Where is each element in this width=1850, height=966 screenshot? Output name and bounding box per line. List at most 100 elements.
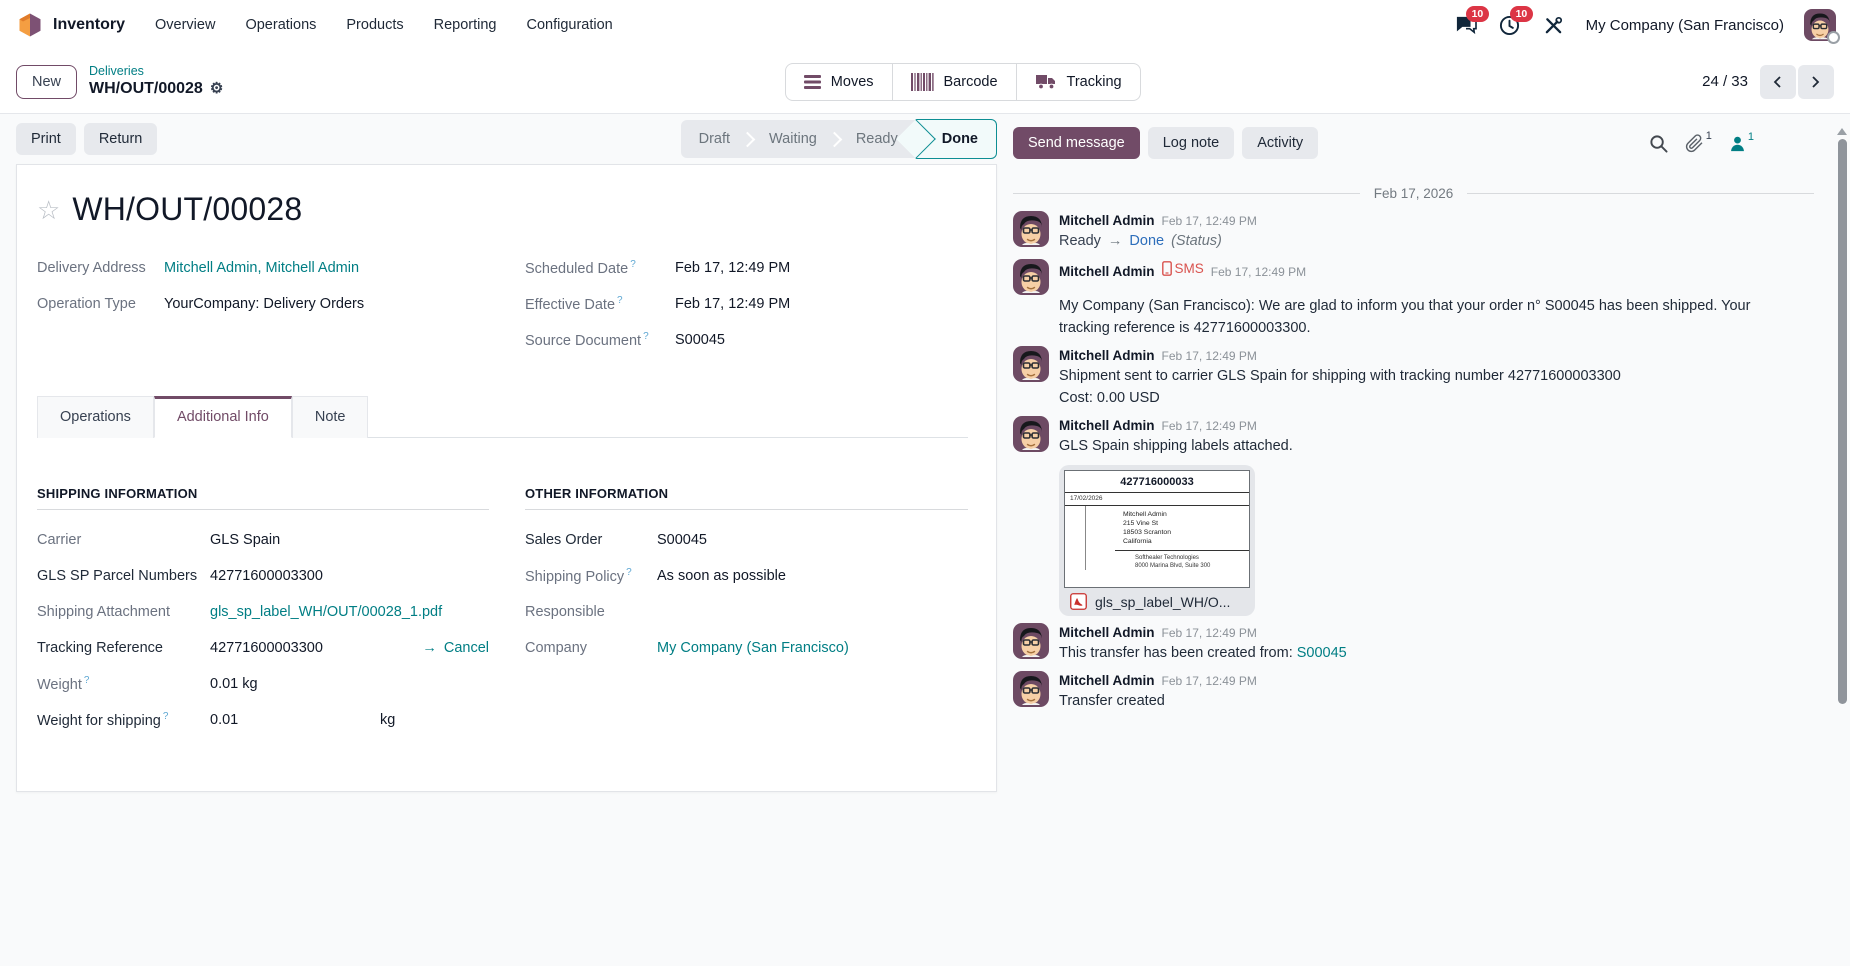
paperclip-icon [1685, 133, 1704, 153]
send-message-button[interactable]: Send message [1013, 127, 1140, 159]
effective-date-value[interactable]: Feb 17, 12:49 PM [675, 296, 791, 312]
carrier-label: Carrier [37, 532, 82, 548]
other-information-group: OTHER INFORMATION Sales Order S00045 Shi… [525, 486, 968, 738]
search-icon [1649, 134, 1668, 153]
gear-icon[interactable] [210, 80, 223, 99]
print-button[interactable]: Print [16, 123, 76, 155]
tab-operations[interactable]: Operations [37, 396, 154, 438]
message-author[interactable]: Mitchell Admin [1059, 625, 1155, 640]
app-name: Inventory [53, 16, 126, 33]
followers-button[interactable]: 1 [1729, 131, 1754, 152]
menu-operations[interactable]: Operations [245, 17, 317, 33]
company-menu[interactable]: My Company (San Francisco) [1585, 16, 1784, 34]
inventory-app-icon [16, 11, 44, 39]
label-number: 427716000033 [1065, 471, 1249, 493]
pager-next-button[interactable] [1797, 64, 1834, 99]
weight-for-shipping-unit: kg [380, 712, 396, 728]
status-done-label: Done [941, 131, 978, 147]
attachments-button[interactable]: 1 [1685, 130, 1712, 153]
help-marker: ? [630, 259, 636, 271]
app-switcher[interactable]: Inventory [16, 11, 125, 39]
breadcrumb-deliveries[interactable]: Deliveries [89, 63, 144, 78]
status-waiting[interactable]: Waiting [769, 131, 817, 147]
tab-additional-info[interactable]: Additional Info [153, 396, 292, 438]
other-information-heading: OTHER INFORMATION [525, 486, 968, 510]
breadcrumb-current: WH/OUT/00028 [89, 80, 203, 98]
log-note-button[interactable]: Log note [1147, 127, 1235, 159]
menu-configuration[interactable]: Configuration [526, 17, 613, 33]
effective-date-label: Effective Date? [525, 295, 623, 313]
message-author[interactable]: Mitchell Admin [1059, 673, 1155, 688]
sales-order-label: Sales Order [525, 532, 603, 548]
carrier-value[interactable]: GLS Spain [210, 532, 281, 548]
activity-button[interactable]: Activity [1242, 127, 1319, 159]
message-time: Feb 17, 12:49 PM [1161, 626, 1257, 640]
search-messages-icon[interactable] [1649, 134, 1668, 153]
message-time: Feb 17, 12:49 PM [1161, 214, 1257, 228]
menu-products[interactable]: Products [346, 17, 404, 33]
barcode-label: Barcode [943, 73, 998, 90]
menu-overview[interactable]: Overview [155, 17, 216, 33]
status-ready[interactable]: Ready [855, 131, 898, 147]
source-order-link[interactable]: S00045 [1296, 645, 1347, 661]
shipping-attachment-label: Shipping Attachment [37, 604, 171, 620]
tracking-reference-value[interactable]: 42771600003300 [210, 640, 323, 656]
sales-order-value[interactable]: S00045 [657, 532, 707, 548]
attachments-count: 1 [1705, 129, 1712, 142]
scheduled-date-value[interactable]: Feb 17, 12:49 PM [675, 260, 791, 276]
status-draft[interactable]: Draft [698, 131, 731, 147]
message-transfer-created: Mitchell Admin Feb 17, 12:49 PM Transfer… [1013, 671, 1814, 712]
scroll-up-arrow[interactable] [1837, 128, 1847, 135]
scrollbar-thumb[interactable] [1837, 139, 1847, 704]
return-button[interactable]: Return [83, 123, 158, 155]
weight-unit: kg [242, 676, 258, 692]
pdf-icon [1070, 593, 1087, 610]
company-value[interactable]: My Company (San Francisco) [657, 640, 849, 656]
cancel-tracking-button[interactable]: Cancel [422, 640, 489, 656]
new-button[interactable]: New [16, 64, 78, 99]
message-shipment: Mitchell Admin Feb 17, 12:49 PM Shipment… [1013, 346, 1814, 409]
message-body-cost: Cost: 0.00 USD [1059, 390, 1160, 406]
shipping-attachment-link[interactable]: gls_sp_label_WH/OUT/00028_1.pdf [210, 604, 443, 620]
moves-button[interactable]: Moves [784, 62, 893, 101]
chatter-scrollbar [1837, 128, 1847, 966]
weight-value[interactable]: 0.01 kg [210, 676, 258, 692]
status-done[interactable]: Done [915, 119, 997, 159]
pager-previous-button[interactable] [1759, 64, 1796, 99]
message-author[interactable]: Mitchell Admin [1059, 418, 1155, 433]
scheduled-date-label: Scheduled Date? [525, 259, 636, 277]
tracking-button[interactable]: Tracking [1015, 62, 1141, 101]
help-marker: ? [83, 675, 90, 687]
user-avatar[interactable] [1804, 9, 1840, 44]
message-author[interactable]: Mitchell Admin [1059, 213, 1155, 228]
truck-icon [1035, 73, 1057, 90]
operation-type-value[interactable]: YourCompany: Delivery Orders [164, 296, 365, 312]
source-document-value[interactable]: S00045 [675, 332, 725, 348]
favorite-star-icon[interactable] [37, 197, 60, 223]
weight-for-shipping-value[interactable]: 0.01 kg [210, 712, 396, 728]
shipping-policy-label: Shipping Policy? [525, 567, 632, 585]
messages-icon[interactable]: 10 [1454, 6, 1490, 37]
delivery-address-value[interactable]: Mitchell Admin, Mitchell Admin [164, 260, 360, 276]
shipping-policy-value[interactable]: As soon as possible [657, 568, 786, 584]
user-status-dot [1827, 31, 1840, 44]
tracking-reference-label: Tracking Reference [37, 640, 163, 656]
attachment-filename[interactable]: gls_sp_label_WH/O... [1095, 593, 1231, 610]
tracking-old-value: Ready [1059, 233, 1101, 249]
record-title: WH/OUT/00028 [72, 191, 303, 227]
parcel-numbers-value[interactable]: 42771600003300 [210, 568, 323, 584]
barcode-button[interactable]: Barcode [891, 62, 1017, 101]
tab-note[interactable]: Note [291, 396, 369, 438]
message-author[interactable]: Mitchell Admin [1059, 264, 1155, 279]
barcode-icon [910, 72, 934, 91]
activities-icon[interactable]: 10 [1498, 6, 1534, 37]
cancel-label: Cancel [443, 640, 489, 656]
follower-person-icon [1729, 135, 1746, 152]
message-created-from: Mitchell Admin Feb 17, 12:49 PM This tra… [1013, 623, 1814, 664]
message-sms: Mitchell Admin SMS Feb 17, 12:49 PM My C… [1013, 259, 1814, 339]
tracking-new-value: Done [1129, 233, 1165, 249]
menu-reporting[interactable]: Reporting [433, 17, 497, 33]
attachment-card[interactable]: 427716000033 17/02/2026 Mitchell Admin 2… [1059, 465, 1255, 616]
debug-tools-icon[interactable] [1542, 13, 1566, 37]
message-author[interactable]: Mitchell Admin [1059, 348, 1155, 363]
